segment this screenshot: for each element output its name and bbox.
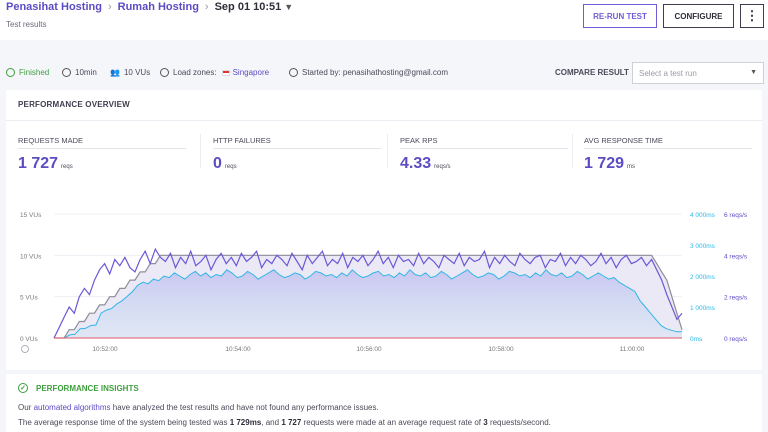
stat-peak-rps: PEAK RPS 4.33 reqs/s <box>400 136 568 173</box>
load-zones-label: Load zones: <box>173 68 217 77</box>
compare-select-placeholder: Select a test run <box>639 69 697 78</box>
chevron-down-icon[interactable]: ▼ <box>284 2 294 12</box>
status-load-zones: Load zones: Singapore <box>160 68 269 77</box>
x-tick-label: 10:54:00 <box>225 346 251 353</box>
request-rate-line <box>53 247 683 339</box>
breadcrumb-org[interactable]: Penasihat Hosting <box>6 1 102 13</box>
more-options-button[interactable]: ⋮ <box>740 4 764 28</box>
y-right-ms-tick-label: 1 000ms <box>690 305 716 312</box>
x-tick-label: 10:56:00 <box>356 346 382 353</box>
clock-icon <box>62 68 71 77</box>
page-subtitle: Test results <box>6 20 47 29</box>
divider <box>213 148 381 149</box>
y-right-ms-tick-label: 3 000ms <box>690 243 716 250</box>
singapore-flag-icon <box>221 69 230 76</box>
stat-value: 1 727 reqs <box>18 155 73 172</box>
y-left-tick-label: 15 VUs <box>20 212 42 219</box>
stat-label: HTTP FAILURES <box>213 136 271 145</box>
user-icon <box>289 68 298 77</box>
divider <box>18 148 186 149</box>
stat-value: 0 reqs <box>213 155 237 172</box>
status-finished: Finished <box>6 68 49 77</box>
stat-label: AVG RESPONSE TIME <box>584 136 663 145</box>
started-by-label: Started by: penasihathosting@gmail.com <box>302 68 448 77</box>
y-right-rps-tick-label: 0 reqs/s <box>724 336 748 343</box>
header: Penasihat Hosting › Rumah Hosting › Sep 01 1… <box>0 0 768 40</box>
y-left-tick-label: 10 VUs <box>20 253 42 260</box>
status-vus: 👥 10 VUs <box>110 68 150 77</box>
load-zone-value[interactable]: Singapore <box>232 68 270 77</box>
insights-text-2: The average response time of the system … <box>18 418 551 427</box>
y-right-ms-tick-label: 4 000ms <box>690 212 716 219</box>
panel-title: PERFORMANCE OVERVIEW <box>18 100 130 109</box>
stat-label: PEAK RPS <box>400 136 438 145</box>
stat-value: 1 729 ms <box>584 155 636 172</box>
divider <box>584 148 752 149</box>
stat-label: REQUESTS MADE <box>18 136 84 145</box>
status-label: Finished <box>19 68 50 77</box>
users-icon: 👥 <box>110 68 120 77</box>
y-right-rps-tick-label: 4 reqs/s <box>724 253 748 260</box>
response-time-area <box>54 269 682 338</box>
status-started-by: Started by: penasihathosting@gmail.com <box>289 68 448 77</box>
breadcrumb-run-date[interactable]: Sep 01 10:51 <box>214 1 282 13</box>
stat-requests-made: REQUESTS MADE 1 727 reqs <box>18 136 186 173</box>
configure-button[interactable]: CONFIGURE <box>663 4 734 28</box>
performance-chart: 0 VUs 5 VUs 10 VUs 15 VUs 0ms 1 000ms 2 000ms… <box>20 212 748 353</box>
insights-title: ✓ PERFORMANCE INSIGHTS <box>18 383 139 393</box>
automated-algorithms-link[interactable]: automated algorithms <box>33 403 111 412</box>
check-circle-icon: ✓ <box>18 383 28 393</box>
y-right-rps-tick-label: 6 reqs/s <box>724 212 748 219</box>
clock-icon <box>21 345 29 353</box>
status-duration: 10min <box>62 68 97 77</box>
x-tick-label: 10:58:00 <box>488 346 514 353</box>
rerun-test-button[interactable]: RE-RUN TEST <box>583 4 657 28</box>
chevron-right-icon: › <box>107 1 112 13</box>
x-tick-label: 10:52:00 <box>92 346 118 353</box>
globe-icon <box>160 68 169 77</box>
vus-label: 10 VUs <box>123 68 151 77</box>
status-bar: Finished 10min 👥 10 VUs Load zones: Sing… <box>0 60 768 86</box>
stat-value: 4.33 reqs/s <box>400 155 451 172</box>
x-tick-label: 11:00:00 <box>620 346 645 353</box>
duration-label: 10min <box>75 68 97 77</box>
y-right-ms-tick-label: 2 000ms <box>690 274 716 281</box>
y-left-tick-label: 0 VUs <box>20 336 38 343</box>
divider <box>400 148 568 149</box>
vus-line <box>54 254 683 339</box>
y-right-ms-tick-label: 0ms <box>690 336 703 343</box>
divider <box>572 134 573 168</box>
chevron-down-icon: ▼ <box>750 69 757 76</box>
check-circle-icon <box>6 68 15 77</box>
performance-insights-panel: ✓ PERFORMANCE INSIGHTS Our automated alg… <box>6 374 762 432</box>
stat-http-failures: HTTP FAILURES 0 reqs <box>213 136 381 173</box>
divider <box>200 134 201 168</box>
compare-run-select[interactable]: Select a test run ▼ <box>632 62 764 84</box>
insights-text-1: Our automated algorithms have analyzed t… <box>18 403 379 412</box>
chevron-right-icon: › <box>204 1 209 13</box>
breadcrumb: Penasihat Hosting › Rumah Hosting › Sep 01 1… <box>6 1 293 13</box>
y-left-tick-label: 5 VUs <box>20 295 38 302</box>
stat-avg-response-time: AVG RESPONSE TIME 1 729 ms <box>584 136 752 173</box>
divider <box>6 120 762 121</box>
divider <box>387 134 388 168</box>
response-time-line <box>54 269 682 339</box>
compare-result-label: COMPARE RESULT <box>555 68 629 77</box>
y-right-rps-tick-label: 2 reqs/s <box>724 295 748 302</box>
breadcrumb-project[interactable]: Rumah Hosting <box>117 1 199 13</box>
